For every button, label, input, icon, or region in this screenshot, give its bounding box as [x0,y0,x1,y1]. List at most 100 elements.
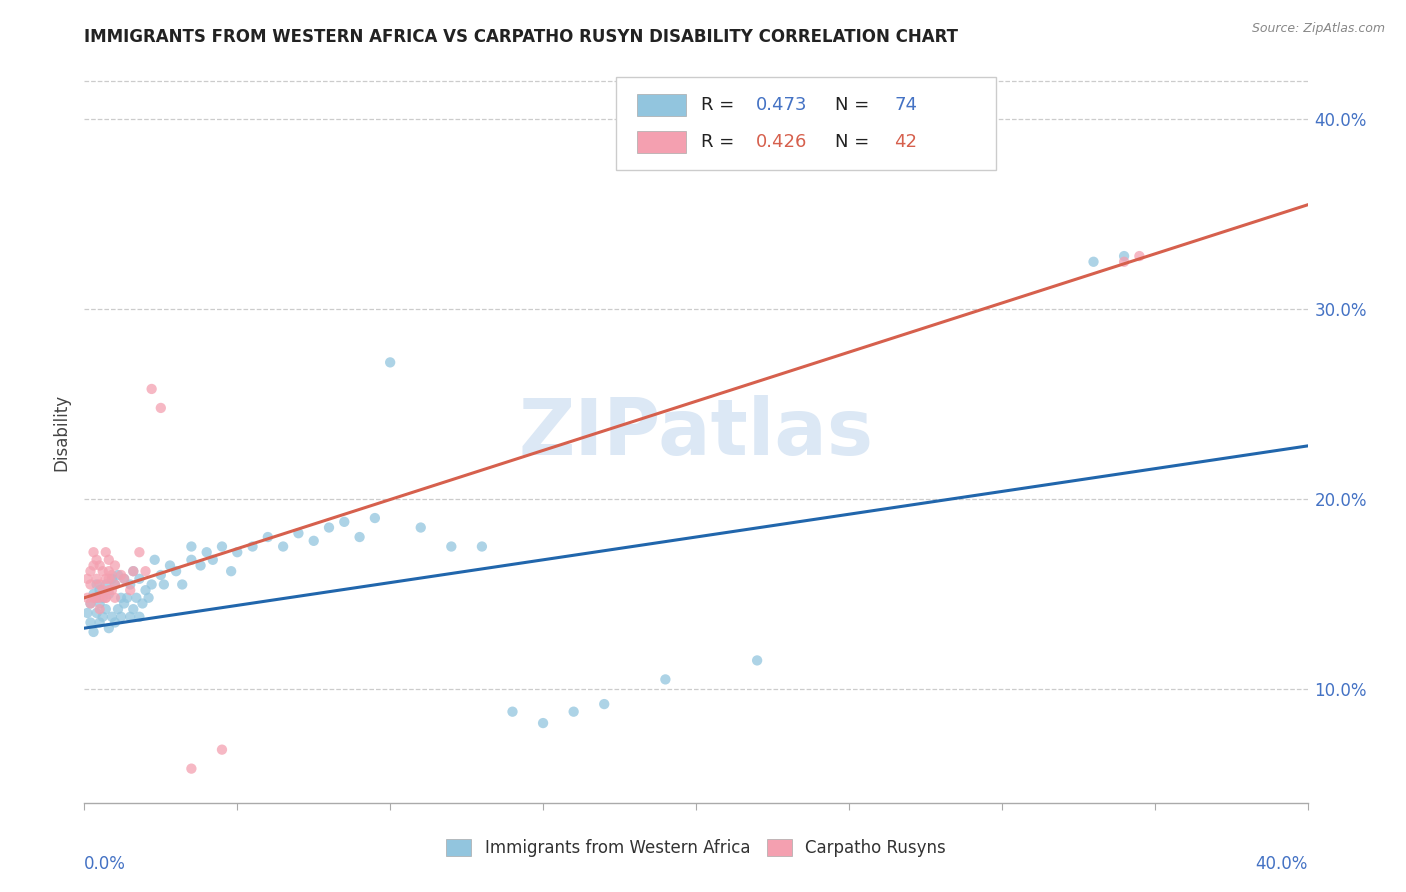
Text: Source: ZipAtlas.com: Source: ZipAtlas.com [1251,22,1385,36]
Point [122,564,145,578]
Y-axis label: Disability: Disability [52,394,70,471]
Point [1114,254,1136,268]
Point [101,583,124,598]
Point [112,572,135,586]
Point [94,591,117,605]
Point [471,540,494,554]
Point [79,577,101,591]
Text: 40.0%: 40.0% [1256,855,1308,872]
Point [190,558,212,573]
Point [195,545,218,559]
Point [101,572,124,586]
Point [440,540,463,554]
Point [83,624,105,639]
Point [153,577,176,591]
Point [180,762,202,776]
Point [79,597,101,611]
Point [128,609,150,624]
Point [141,382,163,396]
Point [135,583,157,598]
Text: 0.426: 0.426 [756,133,807,151]
Point [83,591,105,605]
Point [1128,249,1150,263]
Point [502,705,524,719]
Point [89,577,111,591]
Point [302,533,325,548]
Point [112,572,135,586]
Point [143,553,166,567]
Point [110,591,132,605]
FancyBboxPatch shape [616,78,995,169]
Point [131,597,153,611]
Point [86,591,108,605]
Text: R =: R = [700,133,740,151]
Point [159,558,181,573]
Point [83,558,105,573]
Text: 42: 42 [894,133,917,151]
Point [79,564,101,578]
Point [562,705,585,719]
Legend: Immigrants from Western Africa, Carpatho Rusyns: Immigrants from Western Africa, Carpatho… [446,839,946,857]
Point [94,577,117,591]
Point [89,602,111,616]
Point [89,615,111,630]
Point [149,568,172,582]
Point [120,577,142,591]
Point [120,583,142,598]
Point [226,545,249,559]
Point [86,572,108,586]
Point [654,673,676,687]
Point [128,545,150,559]
Point [97,583,120,598]
FancyBboxPatch shape [637,130,686,153]
Point [1083,254,1105,268]
Point [115,591,138,605]
Point [128,572,150,586]
Point [380,355,402,369]
Point [83,587,105,601]
Point [86,577,108,591]
Point [271,540,294,554]
Point [79,615,101,630]
Point [91,609,114,624]
Text: N =: N = [835,133,876,151]
Point [110,609,132,624]
Point [333,515,356,529]
Point [180,540,202,554]
Point [165,564,187,578]
Point [94,591,117,605]
Point [94,602,117,616]
Point [86,606,108,620]
Point [76,606,98,620]
Point [97,572,120,586]
Text: ZIPatlas: ZIPatlas [519,394,873,471]
Point [89,583,111,598]
Text: R =: R = [700,95,740,113]
Point [89,558,111,573]
Point [257,530,280,544]
Point [138,591,160,605]
Point [97,553,120,567]
Point [211,742,233,756]
Point [91,583,114,598]
Point [1114,249,1136,263]
Point [122,564,145,578]
Point [86,591,108,605]
Point [110,568,132,582]
Point [172,577,194,591]
Point [531,716,554,731]
Point [76,591,98,605]
Point [76,572,98,586]
Text: 0.473: 0.473 [756,95,807,113]
Text: 74: 74 [894,95,917,113]
Point [287,526,309,541]
Point [593,697,616,711]
Point [104,558,127,573]
Point [86,553,108,567]
Point [107,602,129,616]
Point [141,577,163,591]
Point [104,591,127,605]
Point [83,545,105,559]
Point [364,511,387,525]
Point [149,401,172,415]
